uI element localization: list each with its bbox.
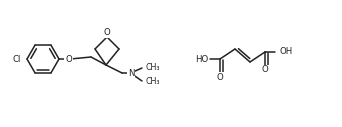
Text: Cl: Cl bbox=[13, 54, 21, 64]
Text: O: O bbox=[262, 66, 268, 75]
Text: OH: OH bbox=[279, 47, 292, 57]
Text: O: O bbox=[216, 73, 223, 82]
Text: HO: HO bbox=[195, 54, 208, 64]
Text: CH₃: CH₃ bbox=[146, 76, 160, 85]
Text: O: O bbox=[65, 54, 72, 64]
Text: CH₃: CH₃ bbox=[146, 64, 160, 73]
Text: N: N bbox=[128, 68, 134, 77]
Text: O: O bbox=[104, 28, 110, 37]
